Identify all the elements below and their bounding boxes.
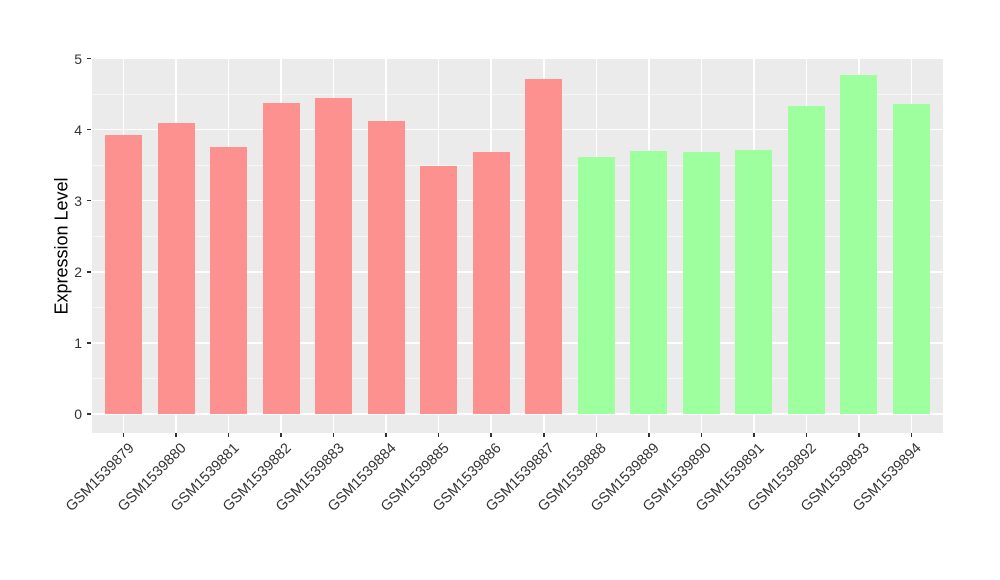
- plot-panel: [92, 58, 943, 433]
- x-tick-mark: [910, 433, 913, 437]
- x-tick-mark: [227, 433, 230, 437]
- x-tick-mark: [858, 433, 860, 437]
- bar-GSM1539879: [105, 134, 143, 414]
- y-tick-mark: [87, 128, 91, 131]
- bar-GSM1539883: [315, 97, 353, 414]
- y-tick-mark: [87, 57, 91, 60]
- bar-GSM1539887: [525, 79, 563, 414]
- x-tick-mark: [595, 433, 598, 437]
- gridline-minor-horizontal: [92, 378, 943, 380]
- bar-GSM1539890: [682, 152, 720, 414]
- y-tick-mark: [87, 342, 91, 344]
- bar-GSM1539892: [787, 106, 825, 414]
- bar-GSM1539888: [577, 157, 615, 414]
- y-tick-label: 1: [74, 334, 82, 351]
- gridline-major-horizontal: [92, 58, 943, 60]
- x-tick-mark: [437, 433, 440, 437]
- bar-GSM1539891: [735, 150, 773, 414]
- y-tick-mark: [87, 271, 91, 273]
- bar-GSM1539886: [472, 152, 510, 414]
- bar-GSM1539882: [262, 102, 300, 414]
- x-tick-mark: [122, 433, 125, 437]
- gridline-minor-horizontal: [92, 236, 943, 238]
- gridline-minor-horizontal: [92, 307, 943, 309]
- y-tick-mark: [87, 413, 91, 415]
- y-tick-label: 3: [74, 192, 82, 209]
- bar-GSM1539881: [210, 147, 248, 414]
- y-tick-label: 5: [74, 50, 82, 67]
- x-tick-mark: [490, 433, 492, 437]
- x-tick-mark: [175, 433, 177, 437]
- y-tick-label: 4: [74, 121, 82, 138]
- x-tick-mark: [700, 433, 703, 437]
- gridline-major-horizontal: [92, 413, 943, 415]
- x-tick-mark: [332, 433, 335, 437]
- gridline-minor-horizontal: [92, 165, 943, 167]
- bar-GSM1539884: [367, 121, 405, 414]
- x-tick-mark: [805, 433, 808, 437]
- x-tick-mark: [648, 433, 650, 437]
- y-tick-label: 2: [74, 263, 82, 280]
- bar-GSM1539893: [840, 74, 878, 414]
- x-tick-mark: [385, 433, 387, 437]
- y-tick-label: 0: [74, 406, 82, 422]
- y-tick-mark: [87, 199, 91, 202]
- gridline-major-horizontal: [92, 128, 943, 131]
- bar-GSM1539889: [630, 150, 668, 414]
- x-tick-mark: [280, 433, 282, 437]
- x-tick-mark: [753, 433, 755, 437]
- gridline-major-horizontal: [92, 342, 943, 344]
- bar-GSM1539894: [892, 104, 930, 414]
- bar-GSM1539880: [157, 122, 195, 414]
- bar-GSM1539885: [420, 165, 458, 414]
- gridline-minor-horizontal: [92, 94, 943, 96]
- gridline-major-horizontal: [92, 271, 943, 273]
- x-tick-mark: [543, 433, 545, 437]
- gridline-major-horizontal: [92, 199, 943, 202]
